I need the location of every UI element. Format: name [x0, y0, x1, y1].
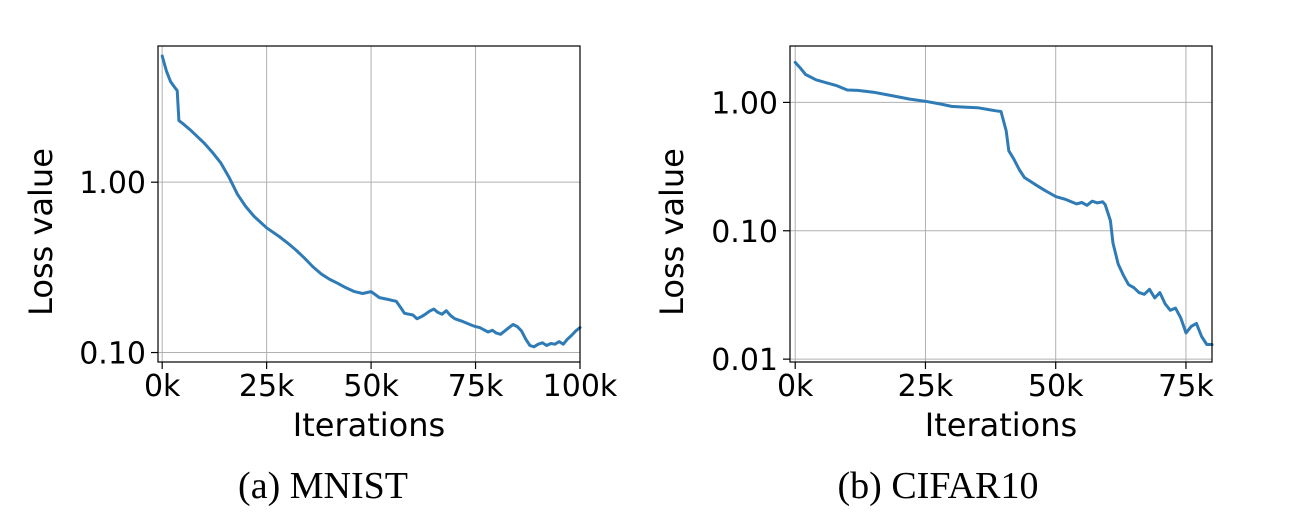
y-tick-label: 1.00	[711, 86, 778, 121]
y-axis-label: Loss value	[22, 148, 60, 316]
figure-caption: (a) MNIST	[238, 465, 408, 507]
x-axis-label: Iterations	[925, 406, 1077, 444]
y-tick-label: 0.01	[711, 343, 778, 378]
plot-frame	[157, 45, 581, 363]
x-tick-label: 0k	[144, 369, 181, 404]
y-tick-label: 1.00	[79, 166, 146, 201]
x-tick-label: 50k	[1028, 369, 1084, 404]
x-tick-label: 25k	[239, 369, 295, 404]
x-tick-label: 50k	[343, 369, 399, 404]
chart-cifar10: 0k 25k 50k 75k 1.00 0.10 0.01 Iterations Loss va…	[653, 45, 1214, 507]
x-axis-label: Iterations	[293, 406, 445, 444]
y-tick-label: 0.10	[79, 337, 146, 372]
x-tick-label: 100k	[543, 369, 618, 404]
figure-caption: (b) CIFAR10	[838, 465, 1039, 507]
x-tick-label: 75k	[1158, 369, 1214, 404]
x-tick-label: 75k	[448, 369, 504, 404]
loss-series-line	[160, 54, 582, 349]
y-tick-label: 0.10	[711, 215, 778, 250]
y-axis-label: Loss value	[653, 148, 691, 316]
x-tick-label: 25k	[898, 369, 954, 404]
chart-mnist: 0k 25k 50k 75k 100k 1.00 0.10 Iterations Loss va…	[22, 45, 618, 507]
plot-frame	[789, 45, 1213, 363]
x-tick-label: 0k	[777, 369, 814, 404]
loss-series-line	[793, 60, 1214, 346]
